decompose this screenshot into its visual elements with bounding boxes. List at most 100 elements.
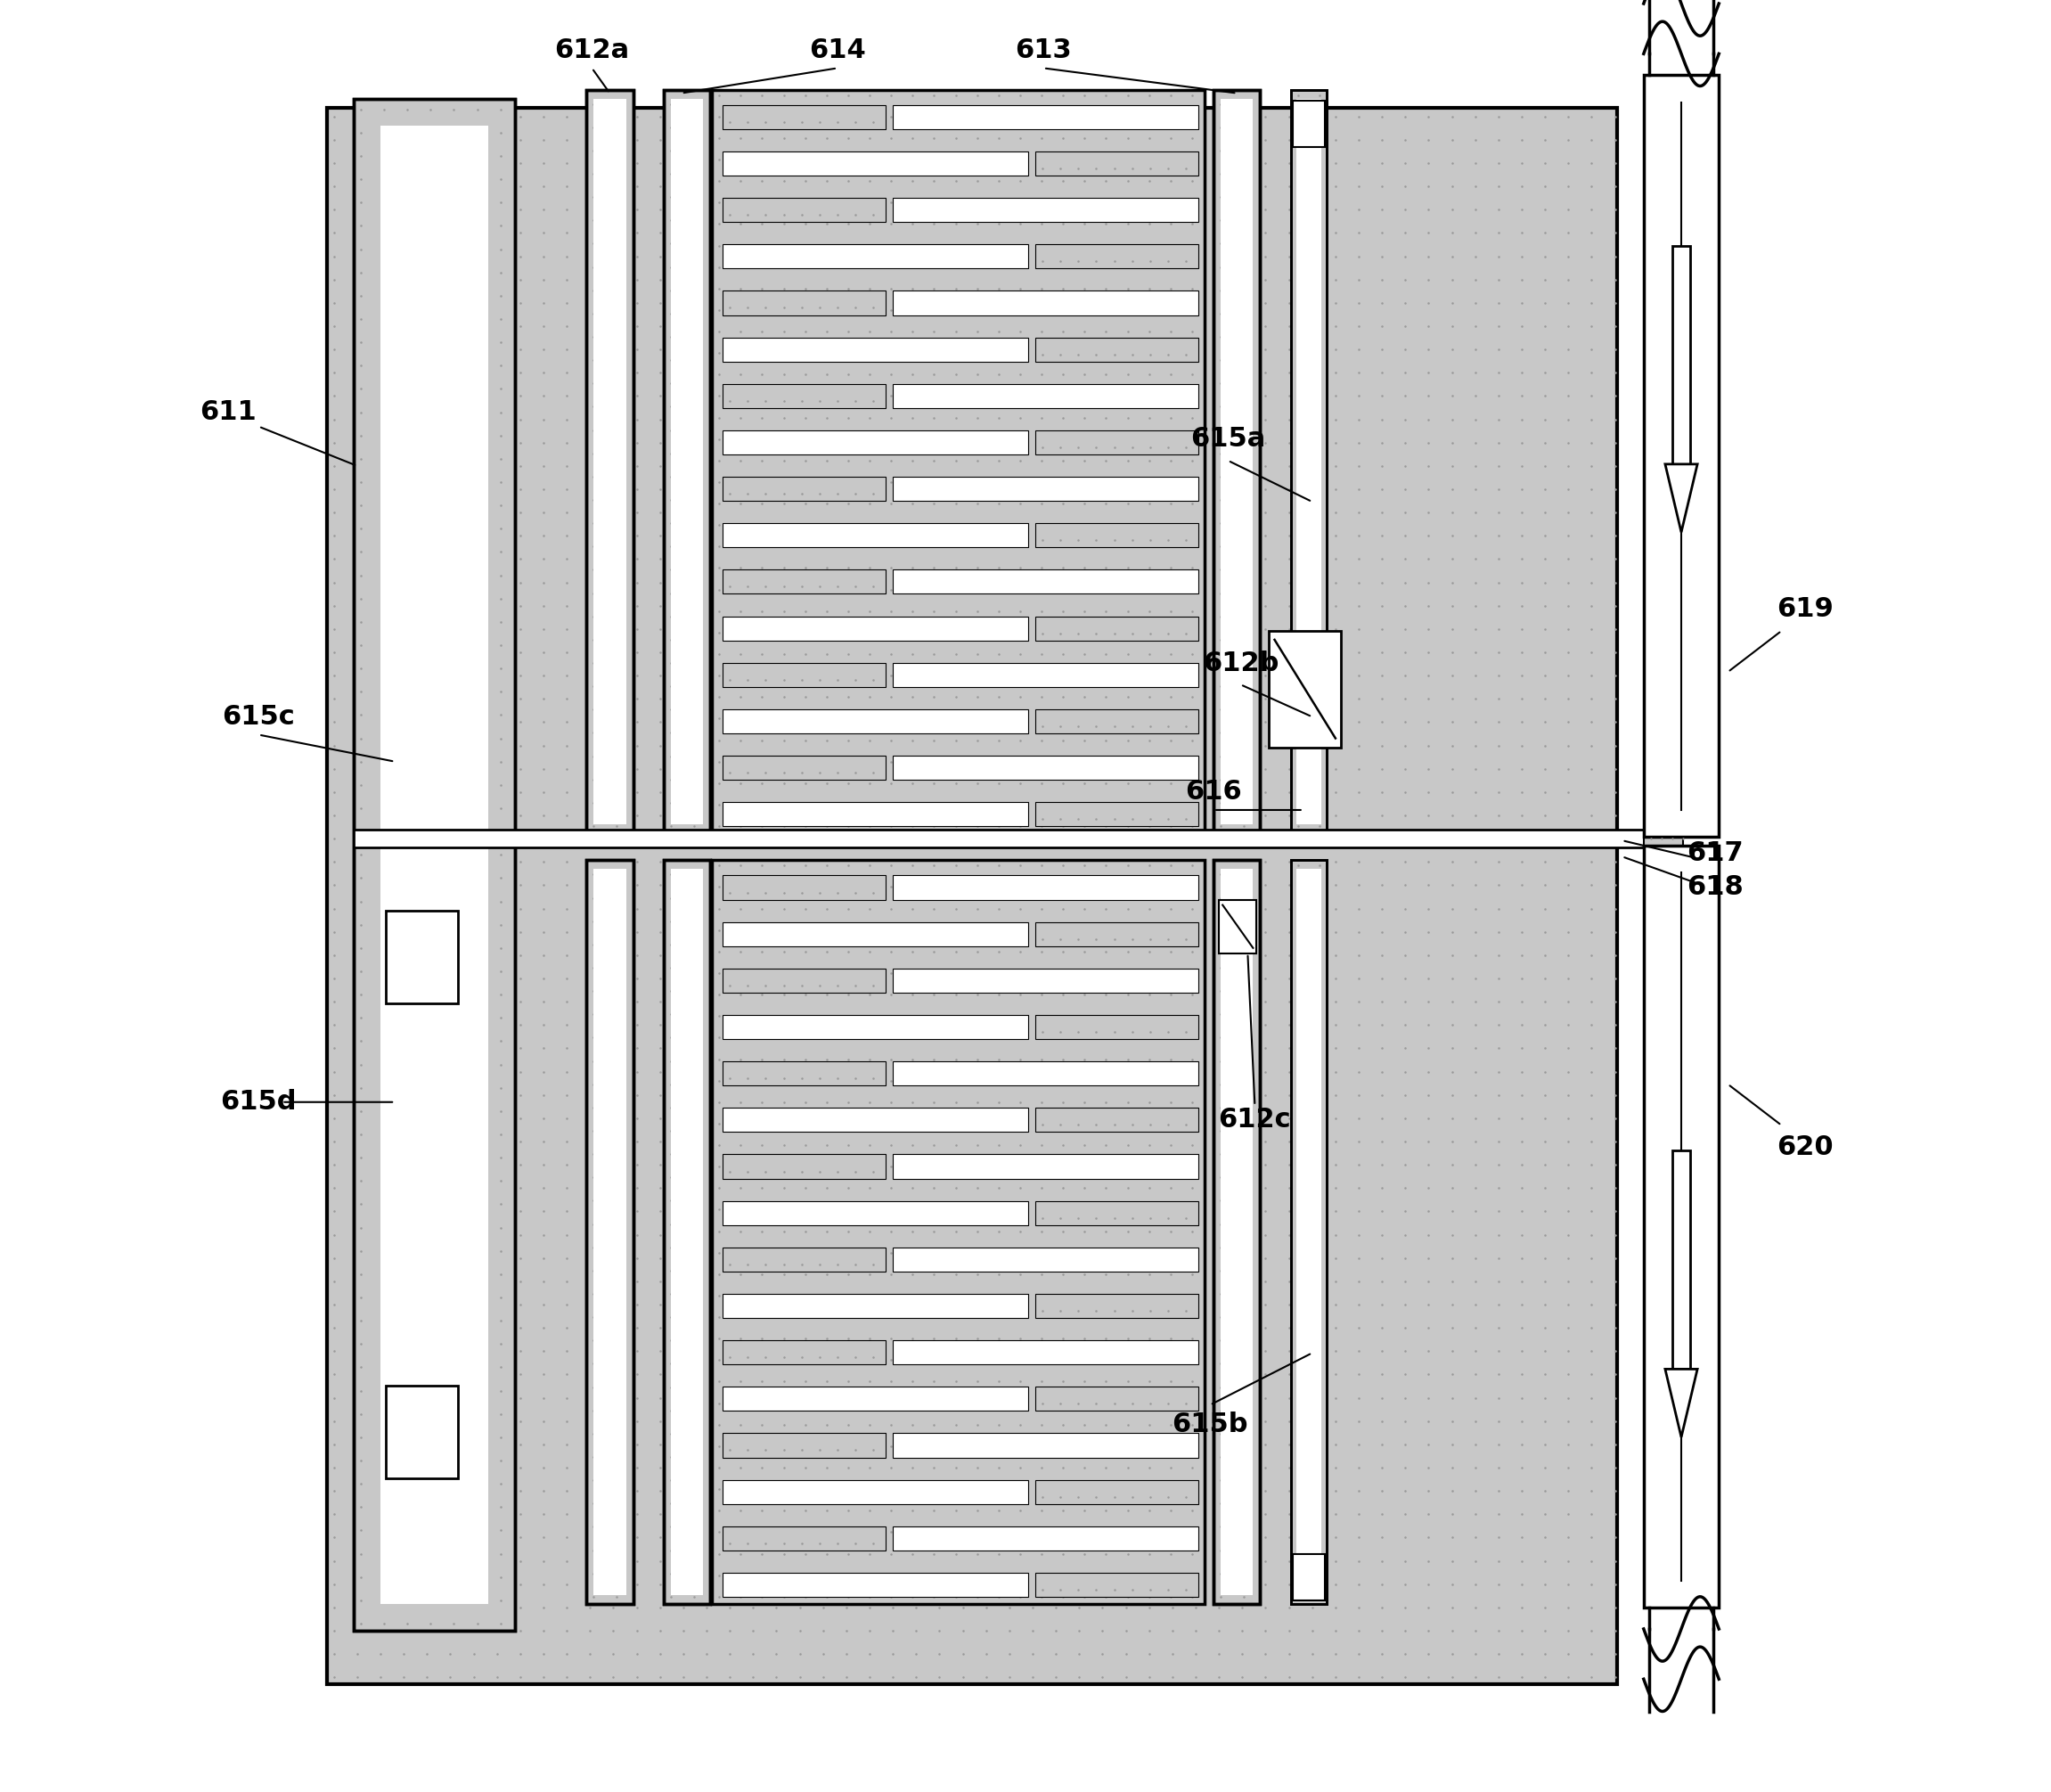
Bar <box>1292 100 1325 147</box>
Bar <box>1036 151 1198 176</box>
Bar <box>665 860 710 1604</box>
Bar <box>892 1434 1198 1457</box>
Bar <box>1290 90 1327 833</box>
Bar <box>1036 1201 1198 1226</box>
Bar <box>1214 860 1259 1604</box>
Bar <box>1296 99 1321 824</box>
Bar <box>1672 246 1690 464</box>
Bar <box>722 151 1028 176</box>
Polygon shape <box>1665 1369 1698 1437</box>
Bar <box>722 1294 1028 1317</box>
Text: 611: 611 <box>199 400 256 425</box>
Bar <box>386 1385 457 1478</box>
Bar <box>1036 1014 1198 1039</box>
Bar <box>722 1573 1028 1597</box>
Bar <box>353 99 515 1631</box>
Bar <box>722 663 886 686</box>
Text: 620: 620 <box>1776 1134 1834 1159</box>
Text: 615a: 615a <box>1190 426 1265 452</box>
Bar <box>1643 75 1719 837</box>
Bar <box>1036 710 1198 733</box>
Bar <box>892 756 1198 780</box>
Text: 613: 613 <box>1015 38 1073 63</box>
Bar <box>722 570 886 593</box>
Bar <box>712 860 1204 1604</box>
Bar <box>722 1154 886 1179</box>
Bar <box>1290 860 1327 1604</box>
Bar <box>722 337 1028 362</box>
Text: 617: 617 <box>1688 840 1743 866</box>
Bar <box>722 1201 1028 1226</box>
Bar <box>722 803 1028 826</box>
Bar <box>665 860 710 1604</box>
Bar <box>712 90 1204 833</box>
Bar <box>722 1107 1028 1133</box>
Bar <box>1220 869 1253 1595</box>
Bar <box>722 1247 886 1272</box>
Bar <box>892 1154 1198 1179</box>
Bar <box>892 570 1198 593</box>
Text: 614: 614 <box>808 38 866 63</box>
Bar <box>722 1061 886 1086</box>
Bar <box>722 1340 886 1364</box>
Bar <box>1036 244 1198 269</box>
Bar <box>665 90 710 833</box>
Text: 612b: 612b <box>1202 650 1278 676</box>
Bar <box>671 869 703 1595</box>
Bar <box>1270 631 1341 747</box>
Bar <box>722 1527 886 1550</box>
Bar <box>1036 803 1198 826</box>
Bar <box>892 290 1198 315</box>
Bar <box>665 90 710 833</box>
Bar <box>722 106 886 129</box>
Bar <box>1292 1554 1325 1600</box>
Bar <box>722 968 886 993</box>
Bar <box>722 1387 1028 1410</box>
Bar <box>722 244 1028 269</box>
Bar <box>1036 616 1198 640</box>
Bar <box>722 921 1028 946</box>
Bar <box>892 106 1198 129</box>
Bar <box>1036 1573 1198 1597</box>
Text: 619: 619 <box>1776 597 1834 622</box>
Bar <box>587 860 634 1604</box>
Bar <box>1643 846 1719 1607</box>
Text: 615d: 615d <box>222 1090 297 1115</box>
Bar <box>1036 1294 1198 1317</box>
Bar <box>892 876 1198 900</box>
Text: 616: 616 <box>1185 780 1243 805</box>
Bar <box>1036 430 1198 455</box>
Bar <box>1036 921 1198 946</box>
Bar <box>722 1434 886 1457</box>
Bar <box>1296 869 1321 1595</box>
Bar <box>722 1014 1028 1039</box>
Bar <box>1214 90 1259 833</box>
Text: 615b: 615b <box>1171 1412 1249 1437</box>
Bar <box>722 523 1028 547</box>
Bar <box>892 968 1198 993</box>
Bar <box>892 197 1198 222</box>
Bar <box>892 383 1198 409</box>
Bar <box>587 90 634 833</box>
Bar <box>722 710 1028 733</box>
Text: 618: 618 <box>1686 874 1743 900</box>
Bar <box>587 860 634 1604</box>
Bar <box>722 430 1028 455</box>
Bar <box>722 197 886 222</box>
Bar <box>1214 90 1259 833</box>
Bar <box>722 876 886 900</box>
Bar <box>1036 1387 1198 1410</box>
Bar <box>593 99 626 824</box>
Bar <box>722 383 886 409</box>
Bar <box>892 477 1198 502</box>
Bar <box>892 1061 1198 1086</box>
Bar <box>722 616 1028 640</box>
Text: 612c: 612c <box>1218 1107 1292 1133</box>
Bar <box>1643 831 1684 846</box>
Bar <box>381 125 488 1604</box>
Bar <box>1220 99 1253 824</box>
Bar <box>722 290 886 315</box>
Bar <box>1672 1150 1690 1369</box>
Bar <box>892 663 1198 686</box>
Polygon shape <box>1665 464 1698 532</box>
